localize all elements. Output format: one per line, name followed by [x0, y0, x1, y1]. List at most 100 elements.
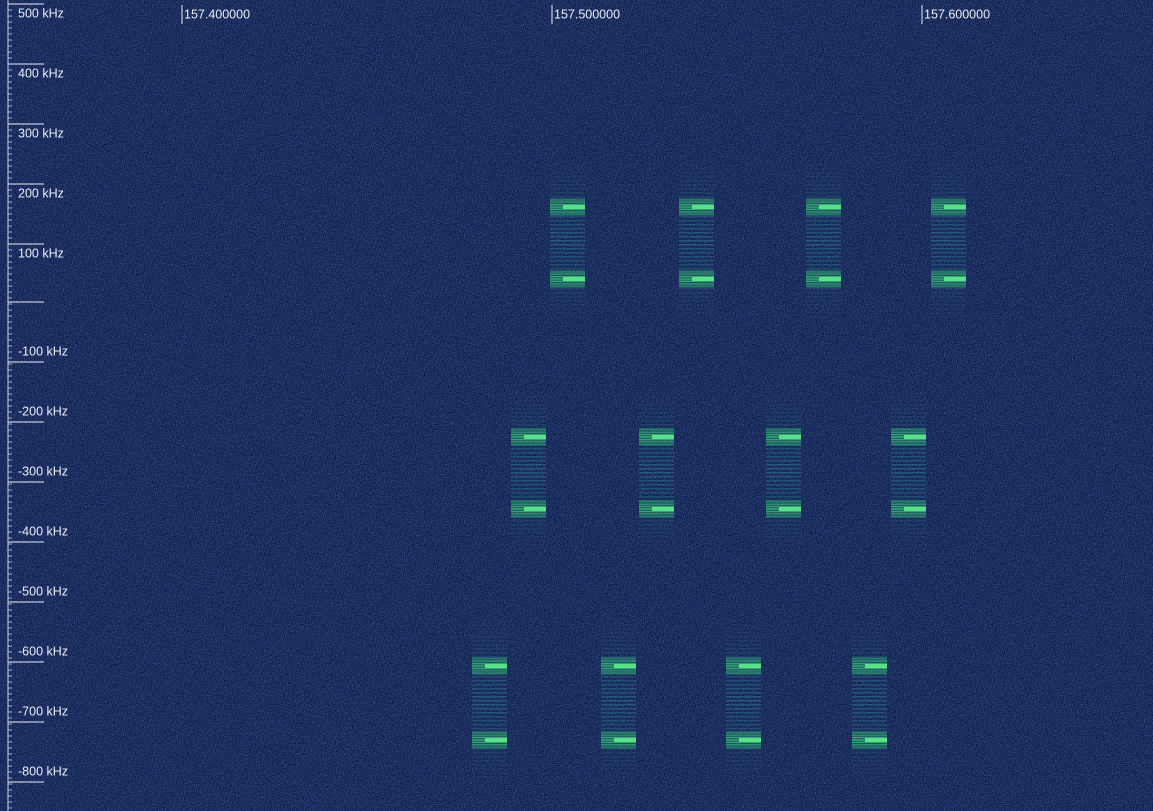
burst-core [904, 435, 926, 439]
burst-line [931, 202, 966, 203]
offset-label: -600 kHz [18, 644, 68, 658]
burst-line [679, 214, 714, 215]
burst-line [852, 673, 887, 674]
burst-line [806, 202, 841, 203]
burst-line [511, 504, 546, 505]
burst-line [550, 274, 585, 275]
burst-line [639, 501, 674, 502]
burst-core [779, 507, 801, 511]
burst-line [511, 444, 546, 445]
burst-line [891, 513, 926, 514]
burst-core [524, 435, 546, 439]
burst-line [679, 211, 714, 212]
frequency-label: 157.600000 [924, 7, 990, 21]
burst-line [679, 199, 714, 200]
burst-hatch [639, 387, 674, 554]
burst-line [601, 732, 636, 733]
burst-line [472, 735, 507, 736]
burst-line [511, 429, 546, 430]
burst-hatch [726, 616, 761, 785]
burst-core [692, 277, 714, 281]
burst-line [766, 504, 801, 505]
burst-line [806, 286, 841, 287]
burst-hatch [472, 616, 507, 785]
burst-line [726, 732, 761, 733]
burst-line [806, 211, 841, 212]
offset-label: -200 kHz [18, 404, 68, 418]
burst-core [819, 205, 841, 209]
burst-core [614, 738, 636, 742]
burst-line [679, 202, 714, 203]
burst-line [931, 211, 966, 212]
burst-line [852, 735, 887, 736]
burst-core [739, 664, 761, 668]
burst-line [726, 747, 761, 748]
burst-line [852, 747, 887, 748]
frequency-label: 157.500000 [554, 7, 620, 21]
burst-line [891, 501, 926, 502]
burst-line [601, 735, 636, 736]
burst-line [550, 199, 585, 200]
burst-line [511, 516, 546, 517]
offset-label: -100 kHz [18, 344, 68, 358]
burst-core [614, 664, 636, 668]
burst-hatch [511, 387, 546, 554]
burst-line [726, 735, 761, 736]
burst-line [639, 516, 674, 517]
burst-line [550, 271, 585, 272]
burst-line [679, 271, 714, 272]
noise [0, 0, 1153, 811]
burst-line [852, 670, 887, 671]
burst-line [639, 432, 674, 433]
burst-line [891, 444, 926, 445]
burst-line [806, 271, 841, 272]
offset-label: -500 kHz [18, 584, 68, 598]
burst-core [944, 277, 966, 281]
burst-core [865, 738, 887, 742]
offset-label: -800 kHz [18, 764, 68, 778]
burst-line [891, 516, 926, 517]
burst-core [563, 205, 585, 209]
burst-line [806, 214, 841, 215]
burst-line [550, 286, 585, 287]
burst-line [726, 673, 761, 674]
offset-label: -700 kHz [18, 704, 68, 718]
waterfall-display: 157.400000157.500000157.600000500 kHz400… [0, 0, 1153, 811]
burst-hatch [891, 387, 926, 554]
burst-line [726, 658, 761, 659]
burst-line [639, 444, 674, 445]
burst-line [550, 214, 585, 215]
burst-hatch [806, 157, 841, 324]
burst-core [739, 738, 761, 742]
burst-hatch [550, 157, 585, 324]
burst-hatch [766, 387, 801, 554]
burst-line [891, 504, 926, 505]
burst-line [472, 732, 507, 733]
burst-line [601, 747, 636, 748]
burst-line [472, 658, 507, 659]
burst-line [852, 661, 887, 662]
burst-hatch [931, 157, 966, 324]
burst-line [679, 274, 714, 275]
offset-label: 500 kHz [18, 6, 64, 20]
burst-line [511, 501, 546, 502]
burst-line [891, 441, 926, 442]
burst-hatch [679, 157, 714, 324]
burst-core [485, 738, 507, 742]
burst-core [524, 507, 546, 511]
burst-line [511, 513, 546, 514]
burst-line [766, 429, 801, 430]
offset-label: 200 kHz [18, 186, 64, 200]
offset-label: 100 kHz [18, 246, 64, 260]
burst-line [726, 670, 761, 671]
burst-line [806, 274, 841, 275]
burst-line [601, 670, 636, 671]
offset-label: -300 kHz [18, 464, 68, 478]
burst-line [679, 283, 714, 284]
frequency-label: 157.400000 [184, 7, 250, 21]
burst-line [550, 202, 585, 203]
burst-line [931, 283, 966, 284]
burst-line [806, 283, 841, 284]
burst-core [563, 277, 585, 281]
burst-line [931, 286, 966, 287]
